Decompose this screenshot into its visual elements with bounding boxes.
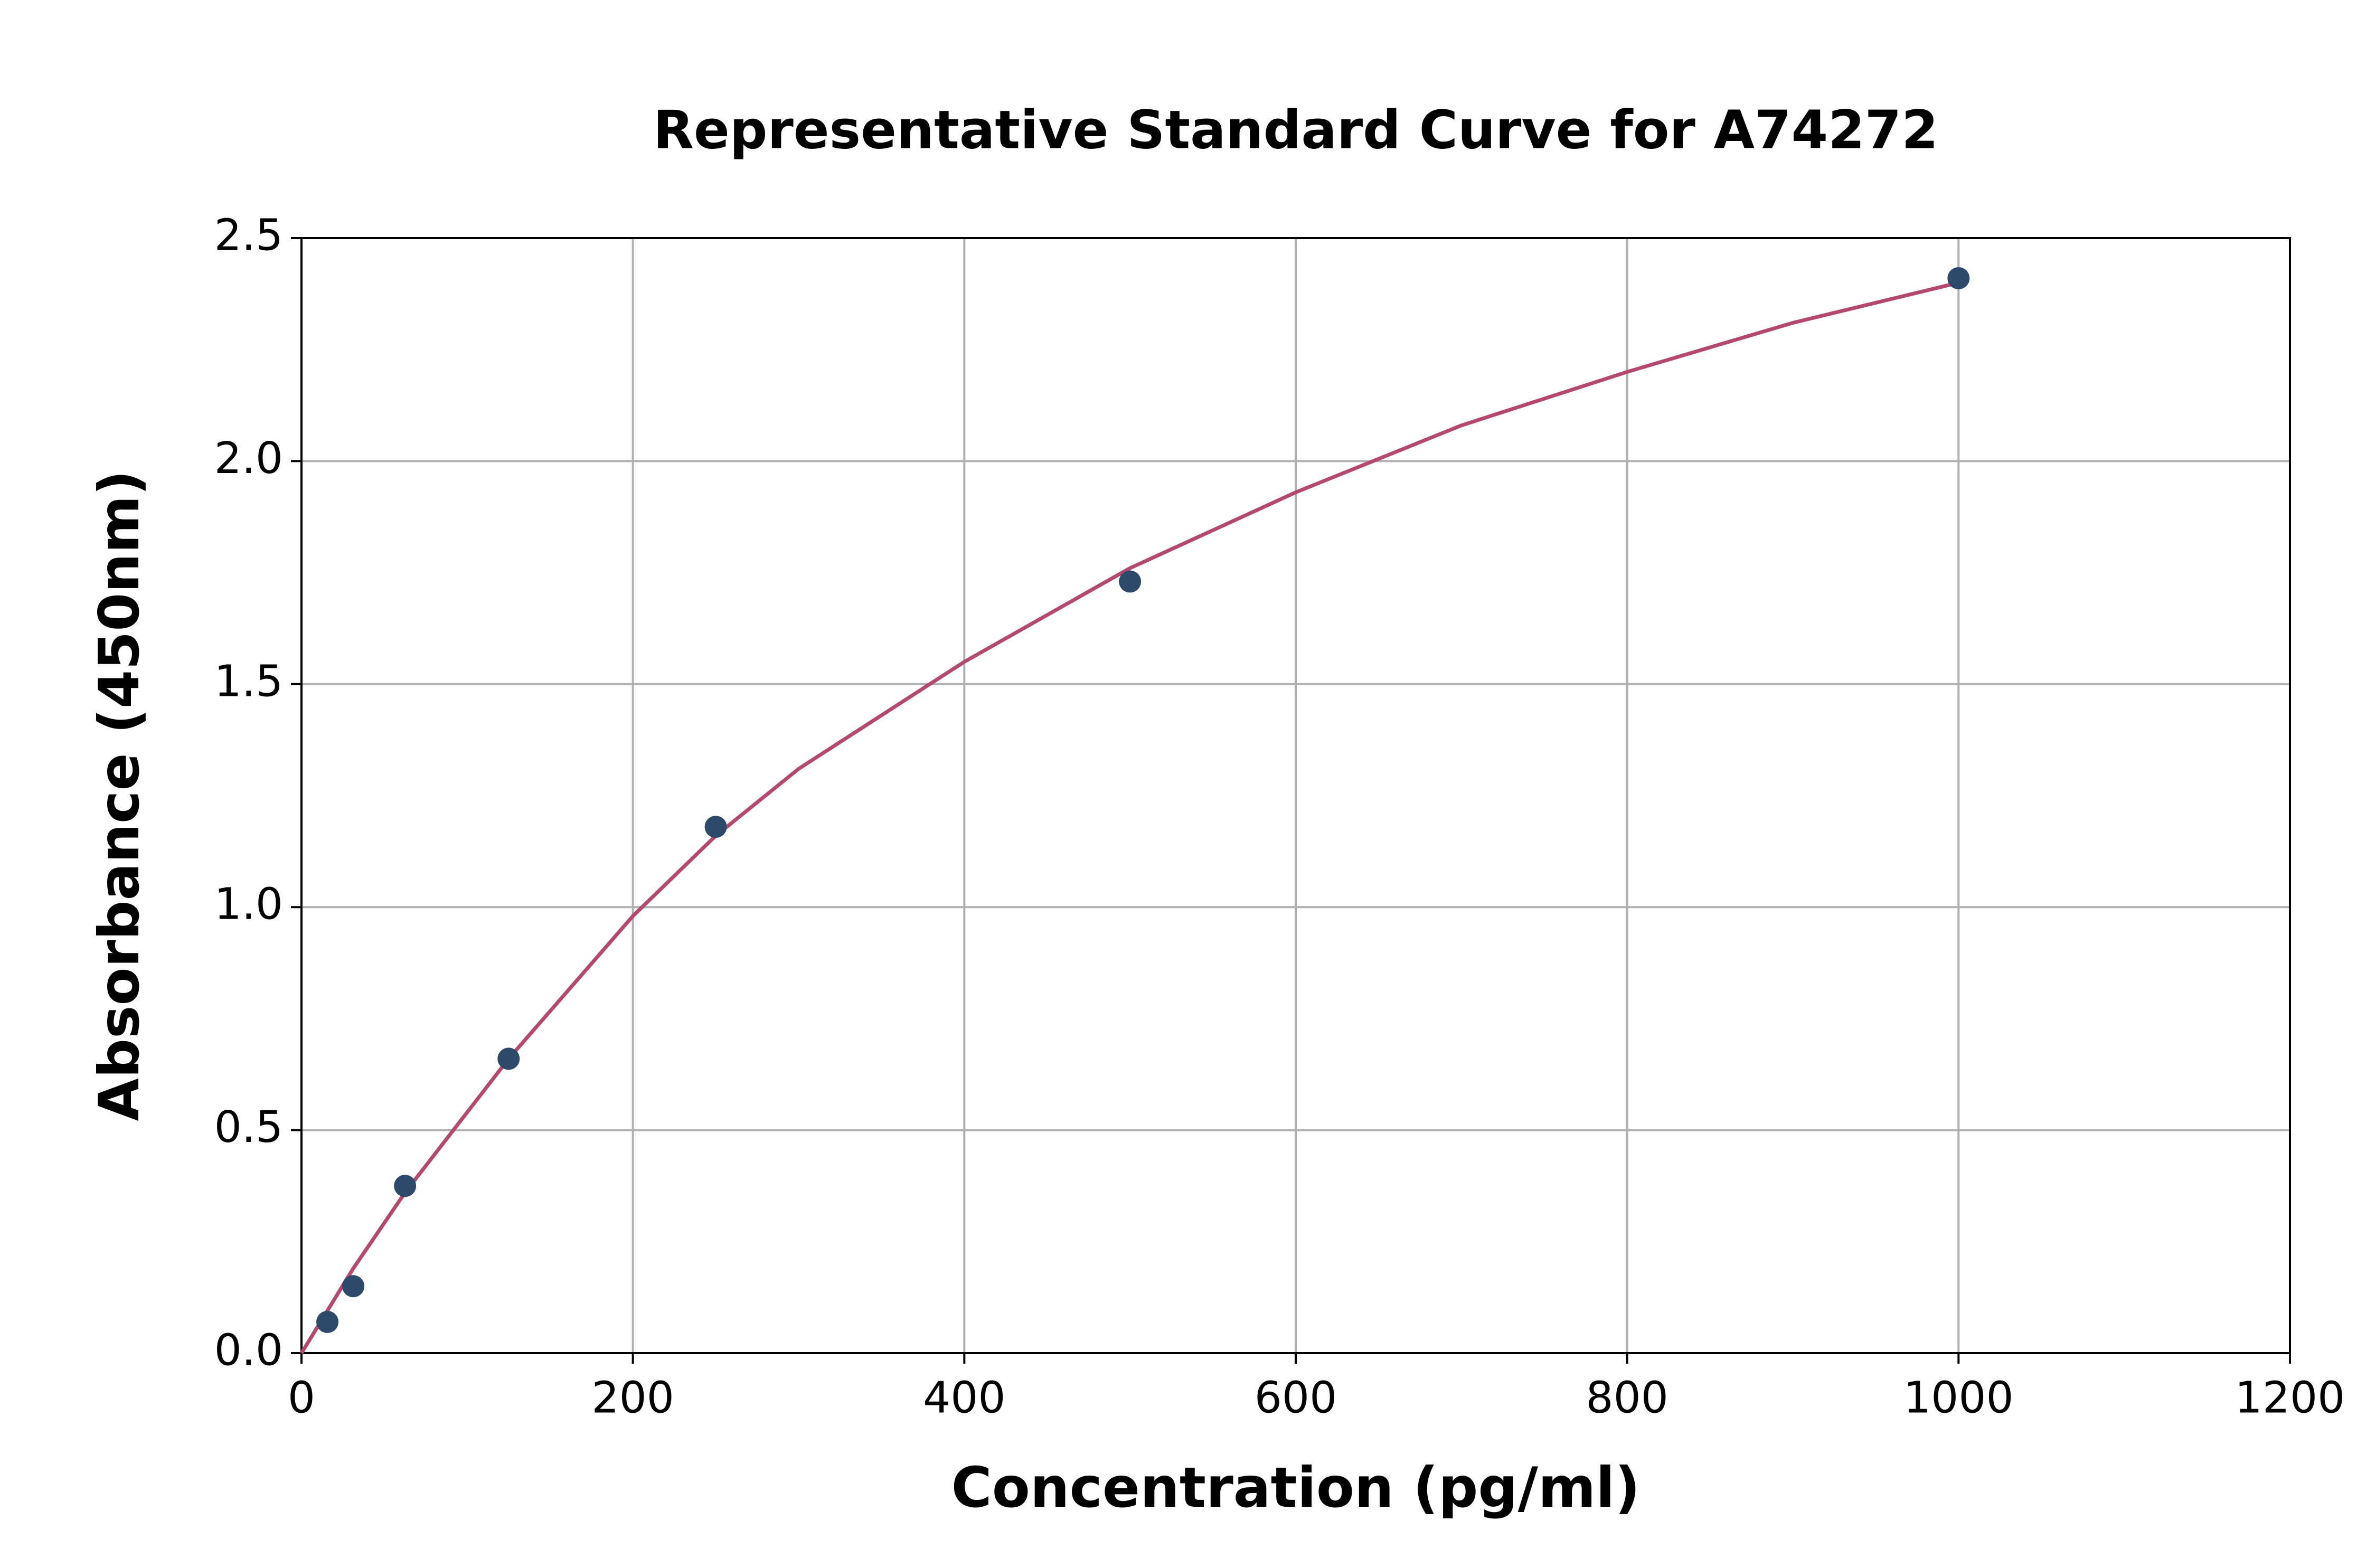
fit-curve: [300, 281, 1959, 1354]
x-tick-label: 600: [1255, 1373, 1337, 1423]
y-axis-title: Absorbance (450nm): [87, 470, 152, 1121]
data-point: [394, 1175, 417, 1197]
chart-title: Representative Standard Curve for A74272: [653, 99, 1938, 160]
x-axis-title: Concentration (pg/ml): [951, 1456, 1640, 1520]
data-point: [342, 1275, 365, 1298]
plot-frame: [300, 237, 2291, 1354]
y-tick-label: 1.0: [214, 880, 283, 930]
y-tick-label: 2.5: [214, 210, 283, 260]
x-tick-label: 400: [923, 1373, 1006, 1423]
data-point: [704, 816, 727, 838]
x-tick-label: 200: [591, 1373, 674, 1423]
data-point: [316, 1310, 339, 1333]
x-tick-label: 1200: [2235, 1373, 2345, 1423]
y-tick-label: 2.0: [214, 433, 283, 484]
y-tick-label: 0.0: [214, 1325, 283, 1375]
data-point: [497, 1047, 520, 1070]
x-tick-label: 800: [1586, 1373, 1668, 1423]
data-point: [1119, 570, 1142, 593]
y-tick-label: 0.5: [214, 1102, 283, 1153]
data-point: [1947, 267, 1970, 290]
y-tick-label: 1.5: [214, 656, 283, 706]
x-tick-label: 0: [288, 1373, 315, 1423]
x-tick-label: 1000: [1903, 1373, 2014, 1423]
